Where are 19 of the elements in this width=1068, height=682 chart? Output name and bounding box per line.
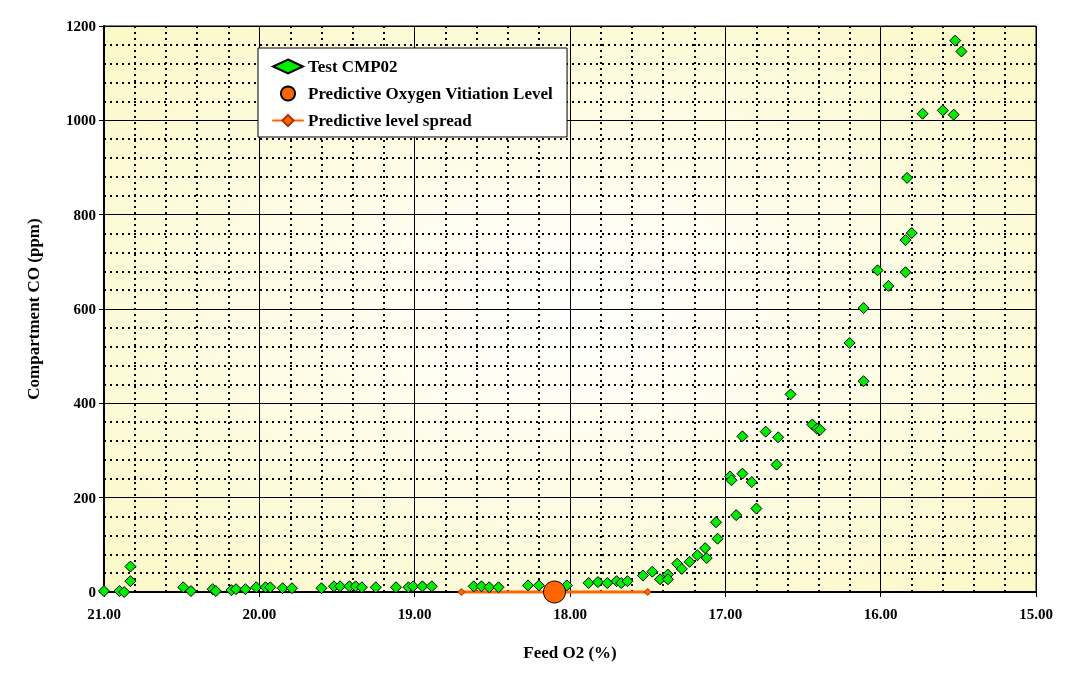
x-tick-label: 21.00: [87, 605, 121, 622]
legend-label: Predictive level spread: [308, 111, 473, 130]
x-tick-label: 15.00: [1019, 605, 1053, 622]
y-tick-label: 1000: [66, 112, 96, 129]
x-tick-label: 17.00: [708, 605, 743, 622]
y-tick-label: 800: [73, 206, 96, 223]
x-tick-label: 18.00: [553, 605, 587, 622]
x-tick-label: 19.00: [397, 605, 432, 622]
x-axis-title: Feed O2 (%): [523, 643, 617, 662]
y-tick-label: 600: [73, 301, 96, 317]
legend-label: Test CMP02: [308, 57, 398, 76]
legend-label: Predictive Oxygen Vitiation Level: [308, 84, 554, 103]
y-axis-title: Compartment CO (ppm): [24, 218, 43, 400]
y-tick-label: 0: [88, 584, 96, 600]
x-tick-label: 16.00: [863, 605, 898, 622]
y-tick-label: 200: [73, 489, 96, 506]
x-tick-label: 20.00: [242, 605, 277, 622]
y-tick-label: 400: [73, 395, 96, 412]
y-tick-label: 1200: [66, 18, 96, 34]
